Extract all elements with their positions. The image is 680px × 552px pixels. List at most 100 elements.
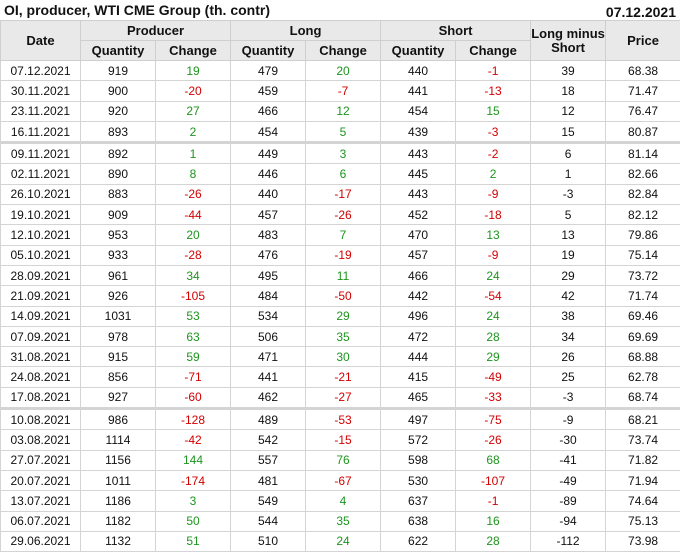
oi-table: Date Producer Long Short Long minus Shor… bbox=[0, 20, 680, 552]
cell-producer-quantity: 893 bbox=[81, 121, 156, 142]
cell-short-quantity: 496 bbox=[381, 306, 456, 326]
cell-short-quantity: 443 bbox=[381, 143, 456, 164]
cell-short-change: -13 bbox=[456, 81, 531, 101]
cell-long-change: 3 bbox=[306, 143, 381, 164]
cell-short-quantity: 444 bbox=[381, 347, 456, 367]
cell-short-quantity: 572 bbox=[381, 430, 456, 450]
cell-long-quantity: 459 bbox=[231, 81, 306, 101]
cell-short-quantity: 530 bbox=[381, 470, 456, 490]
cell-date: 07.12.2021 bbox=[1, 61, 81, 81]
cell-price: 73.72 bbox=[606, 265, 680, 285]
cell-long-change: -19 bbox=[306, 245, 381, 265]
cell-long-quantity: 544 bbox=[231, 511, 306, 531]
cell-short-change: 15 bbox=[456, 101, 531, 121]
header-short-quantity: Quantity bbox=[381, 41, 456, 61]
cell-long-quantity: 454 bbox=[231, 121, 306, 142]
cell-short-change: 16 bbox=[456, 511, 531, 531]
cell-producer-change: 20 bbox=[156, 225, 231, 245]
cell-long-minus-short: 5 bbox=[531, 205, 606, 225]
cell-long-quantity: 549 bbox=[231, 491, 306, 511]
cell-long-change: -67 bbox=[306, 470, 381, 490]
cell-long-quantity: 534 bbox=[231, 306, 306, 326]
cell-long-quantity: 479 bbox=[231, 61, 306, 81]
cell-short-quantity: 457 bbox=[381, 245, 456, 265]
header-producer-quantity: Quantity bbox=[81, 41, 156, 61]
cell-date: 13.07.2021 bbox=[1, 491, 81, 511]
cell-short-change: -49 bbox=[456, 367, 531, 387]
cell-price: 82.66 bbox=[606, 164, 680, 184]
cell-short-quantity: 637 bbox=[381, 491, 456, 511]
cell-long-minus-short: -41 bbox=[531, 450, 606, 470]
header-long-change: Change bbox=[306, 41, 381, 61]
cell-short-quantity: 497 bbox=[381, 409, 456, 430]
cell-price: 82.12 bbox=[606, 205, 680, 225]
cell-long-change: -17 bbox=[306, 184, 381, 204]
header-long-quantity: Quantity bbox=[231, 41, 306, 61]
cell-long-change: 76 bbox=[306, 450, 381, 470]
cell-long-change: 30 bbox=[306, 347, 381, 367]
cell-price: 82.84 bbox=[606, 184, 680, 204]
cell-short-change: 68 bbox=[456, 450, 531, 470]
cell-long-quantity: 495 bbox=[231, 265, 306, 285]
cell-short-quantity: 465 bbox=[381, 387, 456, 408]
cell-price: 68.88 bbox=[606, 347, 680, 367]
cell-short-quantity: 622 bbox=[381, 531, 456, 551]
cell-producer-change: 1 bbox=[156, 143, 231, 164]
cell-long-quantity: 466 bbox=[231, 101, 306, 121]
cell-long-quantity: 441 bbox=[231, 367, 306, 387]
header-price: Price bbox=[606, 21, 680, 61]
cell-long-minus-short: 38 bbox=[531, 306, 606, 326]
cell-long-minus-short: 6 bbox=[531, 143, 606, 164]
cell-short-change: 28 bbox=[456, 326, 531, 346]
cell-date: 02.11.2021 bbox=[1, 164, 81, 184]
cell-producer-change: 53 bbox=[156, 306, 231, 326]
cell-producer-quantity: 915 bbox=[81, 347, 156, 367]
cell-producer-change: 144 bbox=[156, 450, 231, 470]
cell-long-minus-short: 34 bbox=[531, 326, 606, 346]
cell-producer-change: -71 bbox=[156, 367, 231, 387]
cell-price: 75.13 bbox=[606, 511, 680, 531]
cell-long-change: -26 bbox=[306, 205, 381, 225]
cell-date: 26.10.2021 bbox=[1, 184, 81, 204]
cell-long-change: 11 bbox=[306, 265, 381, 285]
cell-long-change: 12 bbox=[306, 101, 381, 121]
cell-producer-quantity: 920 bbox=[81, 101, 156, 121]
cell-producer-change: -42 bbox=[156, 430, 231, 450]
cell-long-minus-short: -89 bbox=[531, 491, 606, 511]
cell-producer-change: 59 bbox=[156, 347, 231, 367]
cell-long-minus-short: -112 bbox=[531, 531, 606, 551]
cell-producer-quantity: 978 bbox=[81, 326, 156, 346]
cell-producer-change: 27 bbox=[156, 101, 231, 121]
cell-long-quantity: 484 bbox=[231, 286, 306, 306]
cell-short-change: -75 bbox=[456, 409, 531, 430]
cell-date: 07.09.2021 bbox=[1, 326, 81, 346]
cell-long-minus-short: -3 bbox=[531, 387, 606, 408]
cell-producer-quantity: 926 bbox=[81, 286, 156, 306]
cell-producer-quantity: 1011 bbox=[81, 470, 156, 490]
cell-producer-quantity: 1031 bbox=[81, 306, 156, 326]
cell-long-minus-short: -94 bbox=[531, 511, 606, 531]
cell-short-change: 24 bbox=[456, 306, 531, 326]
cell-short-quantity: 443 bbox=[381, 184, 456, 204]
cell-date: 27.07.2021 bbox=[1, 450, 81, 470]
cell-long-quantity: 449 bbox=[231, 143, 306, 164]
cell-long-minus-short: -30 bbox=[531, 430, 606, 450]
cell-short-change: -18 bbox=[456, 205, 531, 225]
cell-long-change: 7 bbox=[306, 225, 381, 245]
cell-long-minus-short: 26 bbox=[531, 347, 606, 367]
cell-price: 80.87 bbox=[606, 121, 680, 142]
cell-short-change: 29 bbox=[456, 347, 531, 367]
cell-short-quantity: 638 bbox=[381, 511, 456, 531]
cell-long-change: -50 bbox=[306, 286, 381, 306]
